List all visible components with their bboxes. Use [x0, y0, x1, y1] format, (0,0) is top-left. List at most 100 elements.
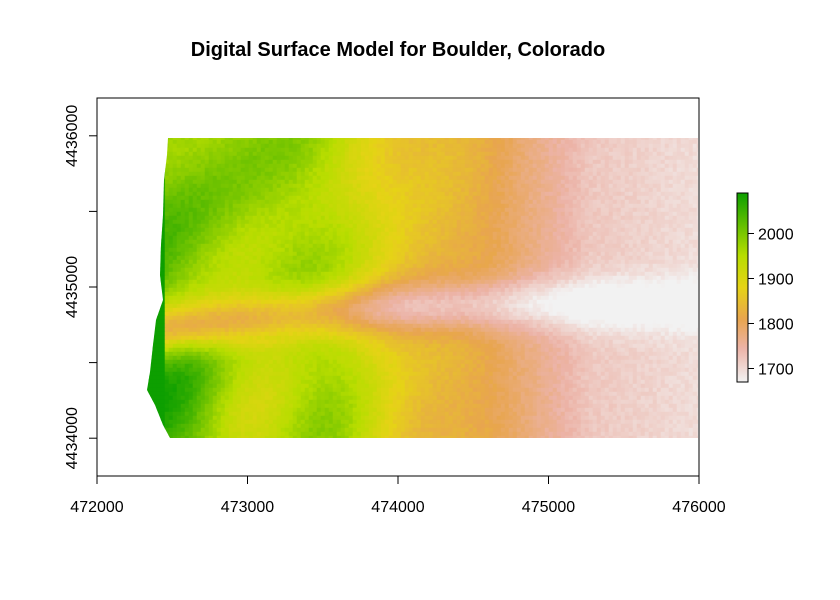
raster-cell: [368, 211, 374, 217]
raster-cell: [184, 271, 190, 277]
raster-cell: [544, 259, 550, 265]
raster-cell: [464, 239, 470, 245]
raster-cell: [248, 227, 254, 233]
raster-cell: [336, 251, 342, 257]
raster-cell: [232, 139, 238, 145]
raster-cell: [484, 267, 490, 273]
raster-cell: [572, 171, 578, 177]
raster-cell: [492, 195, 498, 201]
raster-cell: [536, 151, 542, 157]
raster-cell: [312, 207, 318, 213]
raster-cell: [460, 267, 466, 273]
raster-cell: [384, 143, 390, 149]
raster-cell: [476, 219, 482, 225]
raster-cell: [328, 171, 334, 177]
raster-cell: [172, 203, 178, 209]
raster-cell: [328, 263, 334, 269]
raster-cell: [564, 175, 570, 181]
raster-cell: [624, 155, 630, 161]
raster-cell: [284, 167, 290, 173]
raster-cell: [324, 191, 330, 197]
raster-cell: [356, 255, 362, 261]
raster-cell: [332, 251, 338, 257]
raster-cell: [680, 179, 686, 185]
raster-cell: [296, 267, 302, 273]
raster-cell: [452, 167, 458, 173]
raster-cell: [320, 163, 326, 169]
raster-cell: [196, 151, 202, 157]
raster-cell: [572, 263, 578, 269]
raster-cell: [340, 191, 346, 197]
raster-cell: [464, 211, 470, 217]
raster-cell: [672, 143, 678, 149]
raster-cell: [536, 219, 542, 225]
raster-cell: [184, 235, 190, 241]
raster-cell: [280, 138, 286, 141]
raster-cell: [440, 191, 446, 197]
raster-cell: [476, 151, 482, 157]
raster-cell: [600, 267, 606, 273]
raster-cell: [608, 259, 614, 265]
raster-cell: [188, 155, 194, 161]
raster-cell: [296, 263, 302, 269]
raster-cell: [208, 211, 214, 217]
raster-cell: [240, 139, 246, 145]
raster-cell: [420, 251, 426, 257]
raster-cell: [500, 275, 506, 281]
raster-cell: [400, 171, 406, 177]
raster-cell: [688, 251, 694, 257]
raster-cell: [408, 175, 414, 181]
raster-cell: [548, 179, 554, 185]
raster-cell: [236, 171, 242, 177]
raster-cell: [352, 151, 358, 157]
raster-cell: [584, 247, 590, 253]
raster-cell: [272, 227, 278, 233]
raster-cell: [292, 167, 298, 173]
raster-cell: [272, 239, 278, 245]
raster-cell: [172, 138, 178, 141]
raster-cell: [376, 271, 382, 277]
raster-cell: [672, 247, 678, 253]
raster-cell: [196, 163, 202, 169]
raster-cell: [468, 159, 474, 165]
raster-cell: [540, 203, 546, 209]
raster-cell: [276, 143, 282, 149]
raster-cell: [656, 143, 662, 149]
raster-cell: [228, 219, 234, 225]
raster-cell: [400, 159, 406, 165]
raster-cell: [412, 195, 418, 201]
raster-cell: [376, 203, 382, 209]
raster-cell: [524, 155, 530, 161]
raster-cell: [280, 231, 286, 237]
raster-cell: [164, 143, 170, 149]
raster-cell: [544, 171, 550, 177]
raster-cell: [492, 183, 498, 189]
raster-cell: [147, 139, 150, 145]
raster-cell: [616, 243, 622, 249]
raster-cell: [348, 179, 354, 185]
raster-cell: [528, 267, 534, 273]
raster-cell: [544, 139, 550, 145]
raster-cell: [276, 231, 282, 237]
raster-cell: [420, 219, 426, 225]
raster-cell: [236, 151, 242, 157]
raster-cell: [436, 211, 442, 217]
raster-cell: [452, 163, 458, 169]
raster-cell: [240, 175, 246, 181]
raster-cell: [636, 223, 642, 229]
raster-cell: [204, 251, 210, 257]
raster-cell: [172, 187, 178, 193]
raster-cell: [600, 175, 606, 181]
raster-cell: [564, 143, 570, 149]
raster-cell: [436, 215, 442, 221]
raster-cell: [496, 138, 502, 141]
raster-cell: [384, 187, 390, 193]
raster-cell: [332, 231, 338, 237]
raster-cell: [520, 139, 526, 145]
raster-cell: [296, 203, 302, 209]
raster-cell: [464, 207, 470, 213]
raster-cell: [584, 179, 590, 185]
raster-cell: [508, 155, 514, 161]
raster-cell: [260, 139, 266, 145]
raster-cell: [340, 187, 346, 193]
